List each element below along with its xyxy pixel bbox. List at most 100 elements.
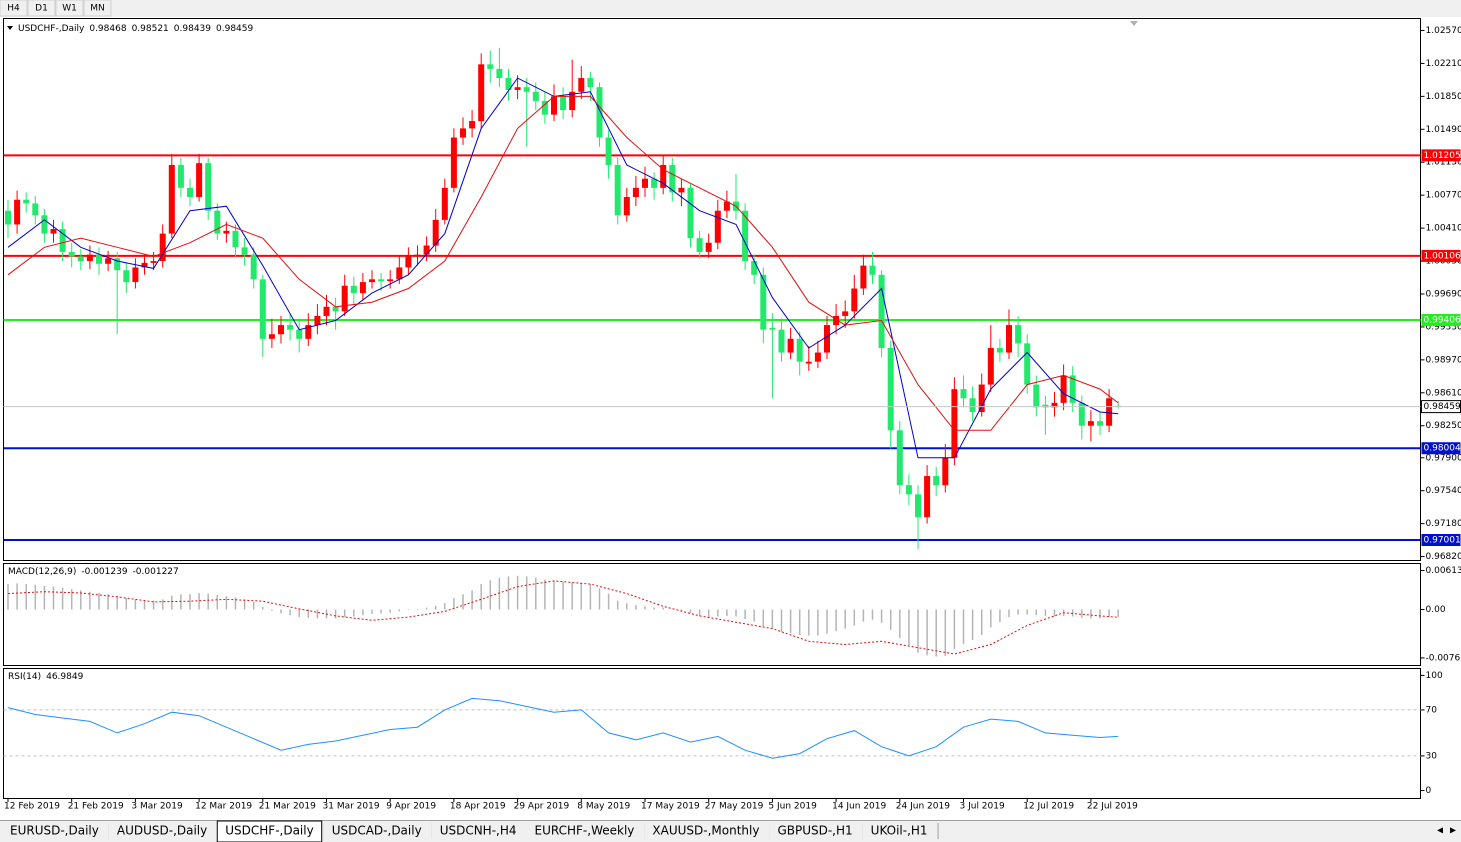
- tab-label[interactable]: GBPUSD-,H1: [777, 824, 852, 838]
- candle-body: [842, 311, 849, 316]
- candle-body: [805, 361, 812, 364]
- candle-body: [969, 398, 976, 413]
- x-tick-label: 31 Mar 2019: [323, 802, 380, 812]
- candle-body: [1042, 404, 1049, 408]
- timeframe-button[interactable]: [27, 0, 56, 17]
- indicator-title: MACD(12,26,9): [8, 567, 76, 577]
- tab-box[interactable]: [862, 822, 936, 841]
- candle-body: [305, 325, 312, 339]
- symbol-tab[interactable]: EURUSD-,Daily: [2, 822, 110, 841]
- symbol-title: USDCHF-,Daily: [18, 24, 85, 34]
- tab-box[interactable]: [216, 820, 323, 842]
- main-pane: [3, 18, 1421, 561]
- tab-label[interactable]: UKOil-,H1: [871, 824, 928, 838]
- candle-body: [41, 215, 48, 234]
- candle-body: [114, 258, 121, 271]
- x-tick-label: 22 Jul 2019: [1087, 802, 1138, 812]
- x-tick-label: 21 Feb 2019: [68, 802, 124, 812]
- candle-body: [123, 270, 130, 283]
- candle-body: [824, 325, 830, 353]
- candle-body: [50, 229, 57, 234]
- candle-body: [423, 245, 430, 255]
- symbol-tab[interactable]: AUDUSD-,Daily: [108, 822, 219, 841]
- symbol-tab[interactable]: XAUUSD-,Monthly: [644, 822, 771, 841]
- ohlc-value: 0.98521: [132, 24, 169, 34]
- candle-body: [405, 256, 412, 268]
- timeframe-label: W1: [62, 4, 77, 14]
- symbol-tab[interactable]: EURCHF-,Weekly: [526, 822, 646, 841]
- candle-body: [105, 258, 112, 264]
- candle-body: [896, 430, 903, 486]
- x-tick-label: 8 May 2019: [577, 802, 630, 812]
- tab-box[interactable]: [108, 822, 216, 841]
- tab-scroll-left[interactable]: ◂: [1437, 823, 1443, 837]
- tab-label[interactable]: USDCAD-,Daily: [332, 824, 422, 838]
- candle-body: [933, 476, 940, 486]
- candle-body: [450, 137, 457, 188]
- tab-scroll-right[interactable]: ▸: [1450, 823, 1456, 837]
- candle-body: [177, 164, 184, 188]
- tab-box[interactable]: [526, 822, 643, 841]
- moving-average-line: [7, 95, 1119, 431]
- tab-box[interactable]: [2, 822, 107, 841]
- x-tick-label: 12 Feb 2019: [4, 802, 60, 812]
- level-label: 1.01205: [1424, 151, 1461, 161]
- tab-box[interactable]: [431, 822, 525, 841]
- current-price-label: 0.98459: [1424, 402, 1461, 412]
- collapse-arrow[interactable]: [7, 26, 13, 30]
- candle-body: [250, 254, 257, 280]
- timeframe-label: D1: [35, 4, 48, 14]
- candle-body: [205, 163, 212, 211]
- tab-label[interactable]: USDCNH-,H4: [440, 824, 517, 838]
- tab-label[interactable]: USDCHF-,Daily: [225, 824, 313, 838]
- tab-box[interactable]: [323, 822, 430, 841]
- tab-label[interactable]: EURCHF-,Weekly: [535, 824, 635, 838]
- candle-body: [323, 306, 330, 316]
- level-label-box: [1421, 249, 1461, 262]
- symbol-tab[interactable]: USDCAD-,Daily: [323, 822, 433, 841]
- indicator-header: RSI(14) 46.9849: [8, 672, 84, 682]
- candle-body: [814, 352, 821, 362]
- candle-body: [387, 279, 394, 282]
- tab-box[interactable]: [644, 822, 768, 841]
- candle-body: [541, 100, 548, 115]
- tab-label[interactable]: AUDUSD-,Daily: [117, 824, 207, 838]
- symbol-tab[interactable]: USDCNH-,H4: [431, 822, 528, 841]
- tab-box[interactable]: [769, 822, 861, 841]
- y-tick-label: 0.97900: [1426, 453, 1461, 463]
- candle-body: [96, 254, 102, 264]
- candle-body: [723, 201, 730, 211]
- level-label-box: [1421, 534, 1461, 547]
- timeframe-button[interactable]: [55, 0, 84, 17]
- timeframe-button[interactable]: [0, 0, 28, 17]
- candle-body: [187, 187, 193, 198]
- candle-body: [86, 254, 93, 262]
- x-tick-label: 18 Apr 2019: [450, 802, 506, 812]
- candle-body: [141, 262, 148, 268]
- y-tick-label: 1.01850: [1426, 92, 1461, 102]
- candle-body: [915, 494, 921, 518]
- candle-body: [978, 384, 985, 413]
- candle-body: [77, 256, 84, 262]
- symbol-tab[interactable]: GBPUSD-,H1: [769, 822, 864, 841]
- y-tick-label: 0.99330: [1426, 322, 1461, 332]
- symbol-tab[interactable]: USDCHF-,Daily: [216, 820, 325, 842]
- timeframe-button[interactable]: [83, 0, 112, 17]
- candle-body: [1106, 398, 1113, 426]
- symbol-tab[interactable]: UKOil-,H1: [862, 822, 939, 841]
- y-tick-label: 30: [1426, 751, 1438, 761]
- candle-body: [350, 285, 357, 294]
- candle-body: [796, 338, 803, 362]
- candle-body: [232, 230, 239, 248]
- tab-label[interactable]: XAUUSD-,Monthly: [652, 824, 759, 838]
- y-tick-label: 0.98970: [1426, 355, 1461, 365]
- tab-label[interactable]: EURUSD-,Daily: [10, 824, 99, 838]
- candle-body: [960, 389, 967, 399]
- candle-body: [478, 64, 485, 122]
- candle-body: [441, 187, 448, 220]
- candle-body: [651, 178, 658, 188]
- candle-body: [878, 274, 885, 348]
- chart-header: USDCHF-,Daily 0.98468 0.98521 0.98439 0.9845…: [18, 24, 253, 34]
